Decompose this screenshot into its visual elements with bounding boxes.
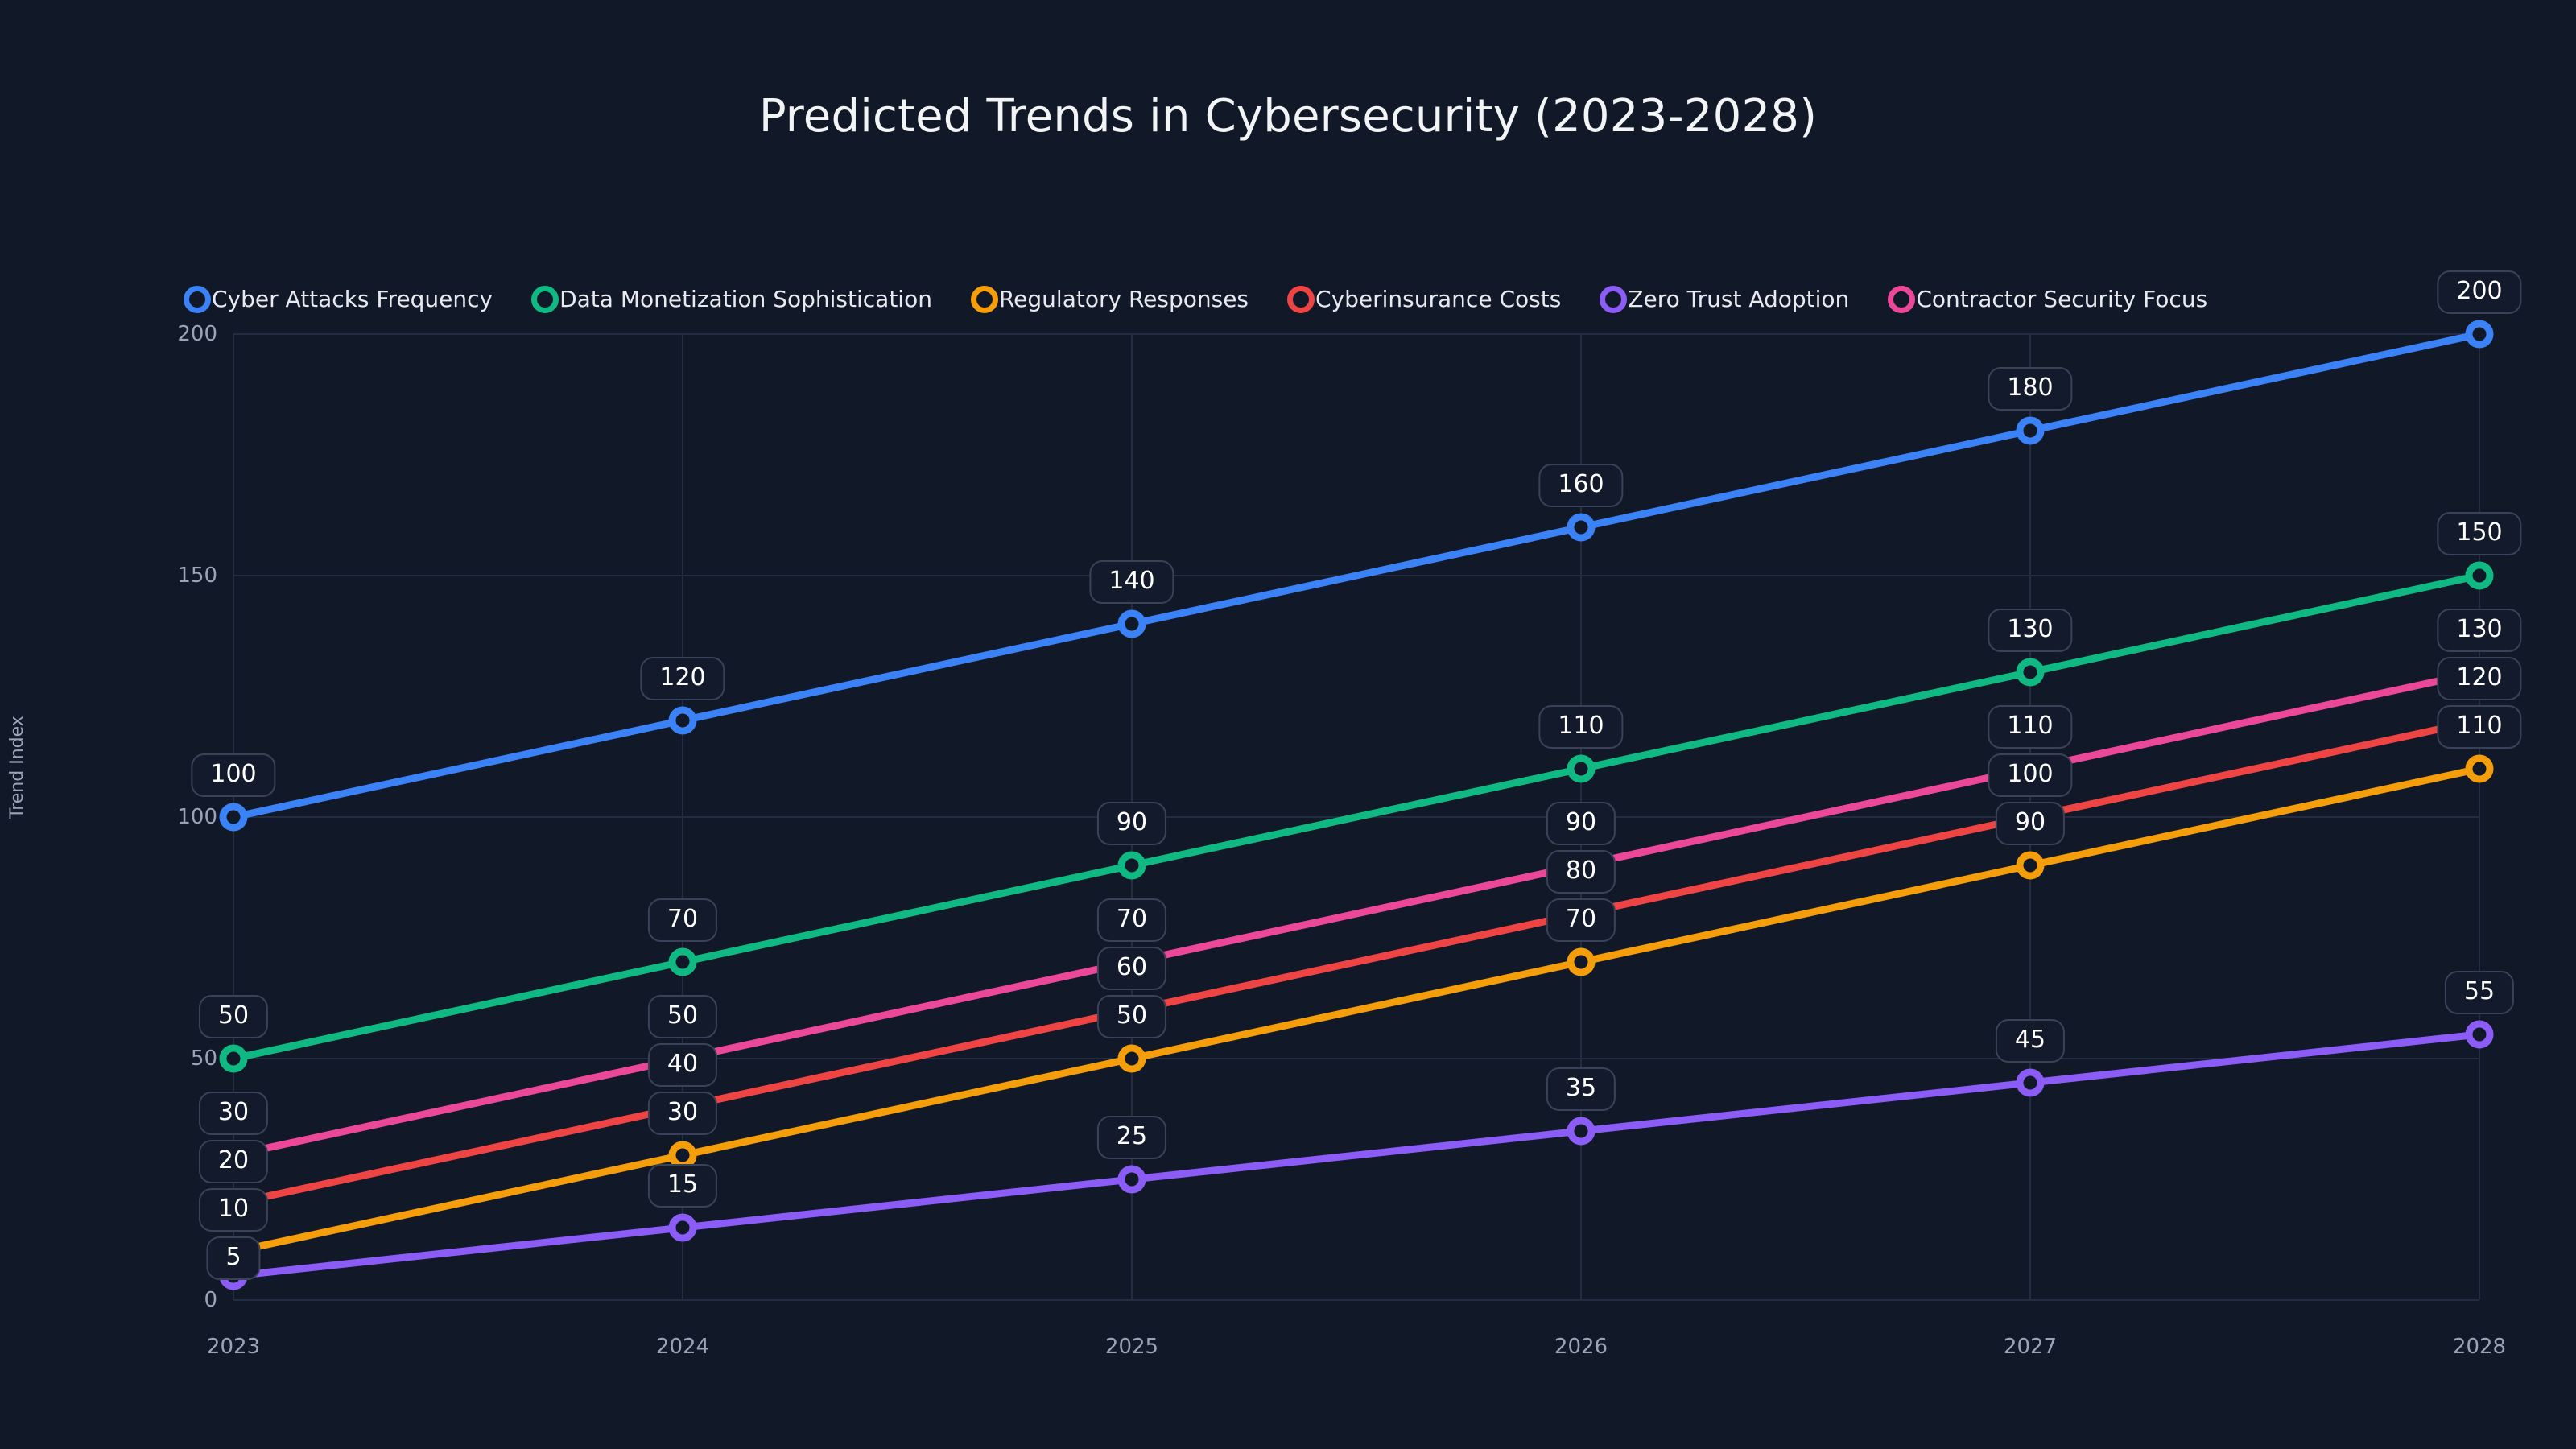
circle-outline-icon bbox=[184, 286, 211, 313]
legend-item-label: Zero Trust Adoption bbox=[1628, 286, 1850, 312]
legend-item-label: Contractor Security Focus bbox=[1916, 286, 2208, 312]
value-label: 30 bbox=[198, 1092, 269, 1135]
value-label: 70 bbox=[647, 898, 718, 942]
x-axis-tick-label: 2026 bbox=[1554, 1335, 1608, 1359]
value-label: 40 bbox=[647, 1043, 718, 1087]
data-point-marker[interactable] bbox=[668, 947, 697, 976]
data-point-marker[interactable] bbox=[1567, 947, 1596, 976]
y-axis-tick-label: 100 bbox=[177, 805, 217, 829]
value-label: 50 bbox=[647, 995, 718, 1038]
y-axis-tick-label: 0 bbox=[204, 1288, 217, 1312]
data-point-marker[interactable] bbox=[668, 1213, 697, 1242]
value-label: 100 bbox=[1988, 753, 2073, 797]
value-label: 130 bbox=[1988, 609, 2073, 652]
circle-outline-icon bbox=[1287, 286, 1315, 313]
data-point-marker[interactable] bbox=[2016, 658, 2045, 687]
series-line-3[interactable] bbox=[229, 716, 2483, 1208]
value-label: 90 bbox=[1096, 802, 1167, 845]
value-label: 90 bbox=[1995, 802, 2066, 845]
data-point-marker[interactable] bbox=[668, 1141, 697, 1170]
value-label: 30 bbox=[647, 1092, 718, 1135]
data-point-marker[interactable] bbox=[2016, 416, 2045, 445]
value-label: 120 bbox=[640, 657, 725, 700]
x-axis-tick-label: 2027 bbox=[2003, 1335, 2058, 1359]
x-axis-tick-label: 2025 bbox=[1104, 1335, 1159, 1359]
value-label: 5 bbox=[206, 1236, 261, 1280]
value-label: 15 bbox=[647, 1164, 718, 1208]
series-line-2[interactable] bbox=[229, 765, 2483, 1256]
line-chart-svg bbox=[219, 320, 2494, 1301]
legend-item-label: Cyber Attacks Frequency bbox=[212, 286, 493, 312]
data-point-marker[interactable] bbox=[219, 803, 248, 832]
value-label: 80 bbox=[1546, 850, 1616, 894]
data-point-marker[interactable] bbox=[1567, 754, 1596, 783]
value-label: 110 bbox=[1538, 705, 1624, 749]
data-point-marker[interactable] bbox=[1117, 851, 1146, 880]
y-axis-tick-label: 150 bbox=[177, 564, 217, 588]
y-axis-title: Trend Index bbox=[7, 716, 27, 819]
page-title: Predicted Trends in Cybersecurity (2023-… bbox=[758, 90, 1818, 142]
y-axis-tick-label: 200 bbox=[177, 322, 217, 346]
data-point-marker[interactable] bbox=[2465, 561, 2494, 590]
value-label: 110 bbox=[2437, 705, 2522, 749]
data-point-marker[interactable] bbox=[1117, 609, 1146, 638]
series-line-4[interactable] bbox=[229, 1030, 2483, 1280]
value-label: 60 bbox=[1096, 947, 1167, 990]
value-label: 180 bbox=[1988, 367, 2073, 411]
value-label: 10 bbox=[198, 1188, 269, 1232]
value-label: 25 bbox=[1096, 1116, 1167, 1159]
value-label: 160 bbox=[1538, 464, 1624, 507]
data-point-marker[interactable] bbox=[2465, 1020, 2494, 1049]
value-label: 55 bbox=[2444, 971, 2515, 1014]
data-point-marker[interactable] bbox=[668, 706, 697, 735]
value-label: 70 bbox=[1546, 898, 1616, 942]
circle-outline-icon bbox=[970, 286, 998, 313]
value-label: 90 bbox=[1546, 802, 1616, 845]
data-point-marker[interactable] bbox=[1117, 1044, 1146, 1073]
chart-legend: Cyber Attacks Frequency Data Monetization… bbox=[184, 286, 2405, 313]
value-label: 100 bbox=[191, 753, 276, 797]
legend-item-label: Data Monetization Sophistication bbox=[559, 286, 932, 312]
legend-item-2[interactable]: Regulatory Responses bbox=[970, 286, 1249, 313]
x-axis-tick-label: 2023 bbox=[206, 1335, 261, 1359]
series-line-0[interactable] bbox=[229, 330, 2483, 821]
legend-item-1[interactable]: Data Monetization Sophistication bbox=[531, 286, 932, 313]
circle-outline-icon bbox=[531, 286, 559, 313]
plot-area bbox=[219, 320, 2494, 1301]
x-axis-tick-label: 2028 bbox=[2452, 1335, 2507, 1359]
legend-item-3[interactable]: Cyberinsurance Costs bbox=[1287, 286, 1561, 313]
legend-item-label: Cyberinsurance Costs bbox=[1315, 286, 1562, 312]
value-label: 50 bbox=[1096, 995, 1167, 1038]
x-axis-tick-label: 2024 bbox=[655, 1335, 710, 1359]
data-point-marker[interactable] bbox=[2465, 754, 2494, 783]
value-label: 45 bbox=[1995, 1019, 2066, 1063]
y-axis-tick-label: 50 bbox=[190, 1046, 217, 1071]
value-label: 110 bbox=[1988, 705, 2073, 749]
data-point-marker[interactable] bbox=[2016, 1068, 2045, 1097]
legend-item-4[interactable]: Zero Trust Adoption bbox=[1600, 286, 1849, 313]
circle-outline-icon bbox=[1888, 286, 1916, 313]
legend-item-0[interactable]: Cyber Attacks Frequency bbox=[184, 286, 493, 313]
circle-outline-icon bbox=[1600, 286, 1628, 313]
value-label: 130 bbox=[2437, 609, 2522, 652]
data-point-marker[interactable] bbox=[1567, 1117, 1596, 1146]
legend-item-5[interactable]: Contractor Security Focus bbox=[1888, 286, 2207, 313]
data-point-marker[interactable] bbox=[219, 1044, 248, 1073]
value-label: 140 bbox=[1089, 560, 1174, 604]
data-point-marker[interactable] bbox=[2016, 851, 2045, 880]
value-label: 150 bbox=[2437, 512, 2522, 555]
data-point-marker[interactable] bbox=[1117, 1165, 1146, 1194]
value-label: 70 bbox=[1096, 898, 1167, 942]
data-point-marker[interactable] bbox=[2465, 320, 2494, 349]
series-line-1[interactable] bbox=[229, 572, 2483, 1063]
legend-item-label: Regulatory Responses bbox=[998, 286, 1249, 312]
value-label: 120 bbox=[2437, 657, 2522, 700]
value-label: 35 bbox=[1546, 1067, 1616, 1111]
value-label: 50 bbox=[198, 995, 269, 1038]
value-label: 200 bbox=[2437, 270, 2522, 314]
data-point-marker[interactable] bbox=[1567, 513, 1596, 542]
value-label: 20 bbox=[198, 1140, 269, 1183]
series-line-5[interactable] bbox=[229, 668, 2483, 1159]
